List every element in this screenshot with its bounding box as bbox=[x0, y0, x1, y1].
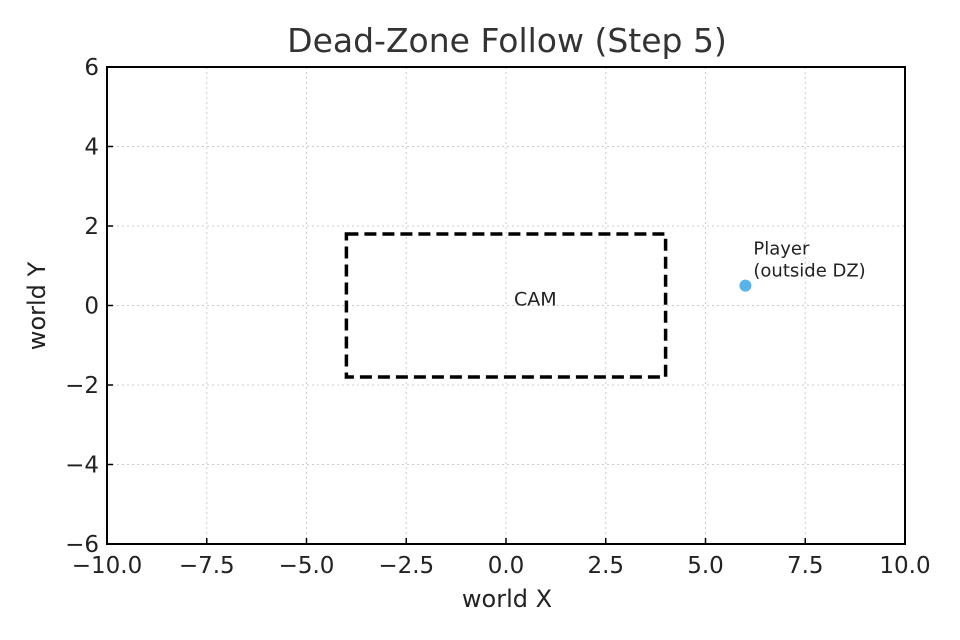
x-tick-label: 5.0 bbox=[687, 553, 724, 579]
y-tick-label: 6 bbox=[84, 55, 99, 81]
dead-zone-label: CAM bbox=[514, 289, 557, 311]
x-tick-label: −10.0 bbox=[72, 553, 142, 579]
grid bbox=[106, 66, 906, 545]
x-tick-label: 10.0 bbox=[879, 553, 930, 579]
y-tick-label: 4 bbox=[84, 135, 99, 161]
x-tick-label: 0.0 bbox=[488, 553, 525, 579]
y-tick-label: 0 bbox=[84, 294, 99, 320]
x-axis-ticks: −10.0 −7.5 −5.0 −2.5 0.0 2.5 5.0 7.5 10.0 bbox=[72, 538, 931, 579]
y-tick-label: 2 bbox=[84, 214, 99, 240]
player-label-line: Player bbox=[753, 239, 810, 260]
y-tick-label: −4 bbox=[65, 453, 99, 479]
y-axis-label: world Y bbox=[23, 261, 51, 350]
x-tick-label: −2.5 bbox=[378, 553, 434, 579]
chart-marks: CAM Player (outside DZ) bbox=[344, 232, 866, 379]
chart-title: Dead-Zone Follow (Step 5) bbox=[287, 21, 727, 60]
y-axis-ticks: −6 −4 −2 0 2 4 6 bbox=[65, 55, 113, 558]
x-tick-label: −5.0 bbox=[279, 553, 335, 579]
y-tick-label: −6 bbox=[65, 532, 99, 558]
player-label-line: (outside DZ) bbox=[753, 261, 865, 282]
x-tick-label: −7.5 bbox=[179, 553, 235, 579]
player-point bbox=[739, 279, 752, 292]
y-tick-label: −2 bbox=[65, 373, 99, 399]
dead-zone-rect bbox=[344, 232, 668, 379]
x-tick-label: 7.5 bbox=[787, 553, 824, 579]
x-tick-label: 2.5 bbox=[587, 553, 624, 579]
player-label: Player (outside DZ) bbox=[753, 239, 865, 282]
x-axis-label: world X bbox=[462, 585, 552, 613]
